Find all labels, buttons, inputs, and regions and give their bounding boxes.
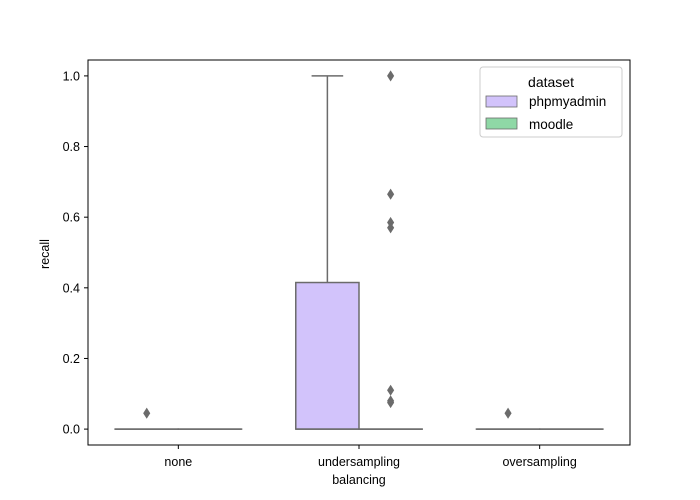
outlier-point-moodle-undersampling-6 bbox=[387, 397, 395, 409]
y-tick-label: 0.4 bbox=[63, 281, 80, 295]
y-tick-label: 1.0 bbox=[63, 69, 80, 83]
y-axis-label: recall bbox=[38, 239, 52, 269]
outlier-point-moodle-undersampling-3 bbox=[387, 222, 395, 234]
y-tick-label: 0.6 bbox=[63, 211, 80, 225]
outlier-point-moodle-undersampling-4 bbox=[387, 384, 395, 396]
legend-swatch-phpmyadmin bbox=[485, 95, 518, 108]
plot-area bbox=[114, 70, 604, 430]
x-axis-label: balancing bbox=[332, 473, 386, 487]
axes: 0.0 0.2 0.4 0.6 0.8 1.0 none undersampling overs… bbox=[63, 59, 631, 469]
y-tick-label: 0.8 bbox=[63, 140, 80, 154]
legend-label-moodle: moodle bbox=[529, 117, 573, 132]
legend-swatch-moodle bbox=[485, 117, 518, 130]
outlier-point-phpmyadmin-oversampling-0 bbox=[504, 407, 512, 419]
x-tick-label: oversampling bbox=[502, 455, 576, 469]
legend-title: dataset bbox=[528, 74, 574, 90]
x-tick-label: none bbox=[164, 455, 192, 469]
legend: dataset phpmyadmin moodle bbox=[479, 66, 623, 138]
outlier-point-moodle-undersampling-1 bbox=[387, 188, 395, 200]
outlier-point-moodle-undersampling-0 bbox=[387, 70, 395, 82]
box-phpmyadmin-undersampling bbox=[295, 281, 360, 430]
outlier-point-phpmyadmin-none-0 bbox=[143, 407, 151, 419]
y-tick-label: 0.0 bbox=[63, 423, 80, 437]
y-tick-label: 0.2 bbox=[63, 352, 80, 366]
legend-label-phpmyadmin: phpmyadmin bbox=[529, 94, 606, 109]
x-tick-label: undersampling bbox=[318, 455, 400, 469]
